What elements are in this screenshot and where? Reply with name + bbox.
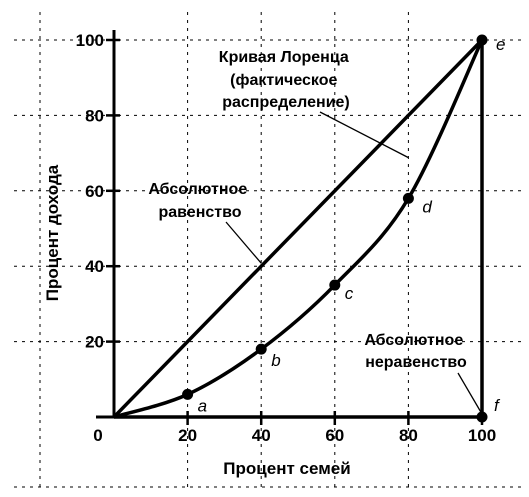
annotation-lorenz-line-1: Кривая Лоренца [219, 49, 349, 66]
marker-e [476, 34, 488, 46]
leader-inequality [457, 372, 483, 415]
annotation-leaders [225, 111, 483, 415]
leader-equality [225, 221, 262, 264]
annotation-inequality-line-1: Абсолютное [364, 332, 463, 349]
marker-b [255, 343, 267, 355]
marker-a [182, 388, 194, 400]
marker-d [402, 192, 414, 204]
data-markers: a b c d e f [182, 34, 505, 423]
x-tick-label-60: 60 [325, 426, 344, 445]
annotation-inequality-line-2: неравенство [365, 354, 467, 371]
marker-label-f: f [494, 396, 501, 415]
annotation-equality-line-1: Абсолютное [148, 181, 247, 198]
annotation-lorenz-line-2: (фактическое [230, 72, 337, 89]
x-tick-label-80: 80 [399, 426, 418, 445]
y-tick-label-80: 80 [85, 106, 104, 125]
annotation-lorenz: Кривая Лоренца (фактическое распределени… [219, 49, 353, 111]
annotation-lorenz-line-3: распределение) [222, 94, 350, 111]
tick-labels: 20 40 60 80 100 20 40 60 80 100 [76, 31, 497, 445]
y-tick-label-100: 100 [76, 31, 104, 50]
marker-label-e: e [496, 35, 505, 54]
marker-label-c: c [345, 284, 354, 303]
leader-lorenz [319, 111, 409, 159]
marker-label-b: b [271, 351, 280, 370]
marker-label-a: a [198, 396, 207, 415]
y-tick-label-60: 60 [85, 182, 104, 201]
y-axis-title: Процент дохода [43, 164, 62, 301]
x-axis-title: Процент семей [223, 459, 350, 478]
origin-label: 0 [93, 426, 102, 445]
y-tick-label-40: 40 [85, 257, 104, 276]
marker-c [329, 279, 341, 291]
marker-label-d: d [422, 197, 432, 216]
marker-f [476, 411, 488, 423]
x-tick-label-20: 20 [178, 426, 197, 445]
x-tick-label-40: 40 [252, 426, 271, 445]
annotation-equality: Абсолютное равенство [148, 181, 251, 221]
x-tick-label-100: 100 [468, 426, 496, 445]
annotation-equality-line-2: равенство [159, 204, 242, 221]
series-equality-line [112, 38, 484, 419]
annotation-inequality: Абсолютное неравенство [364, 332, 467, 371]
y-tick-label-20: 20 [85, 333, 104, 352]
